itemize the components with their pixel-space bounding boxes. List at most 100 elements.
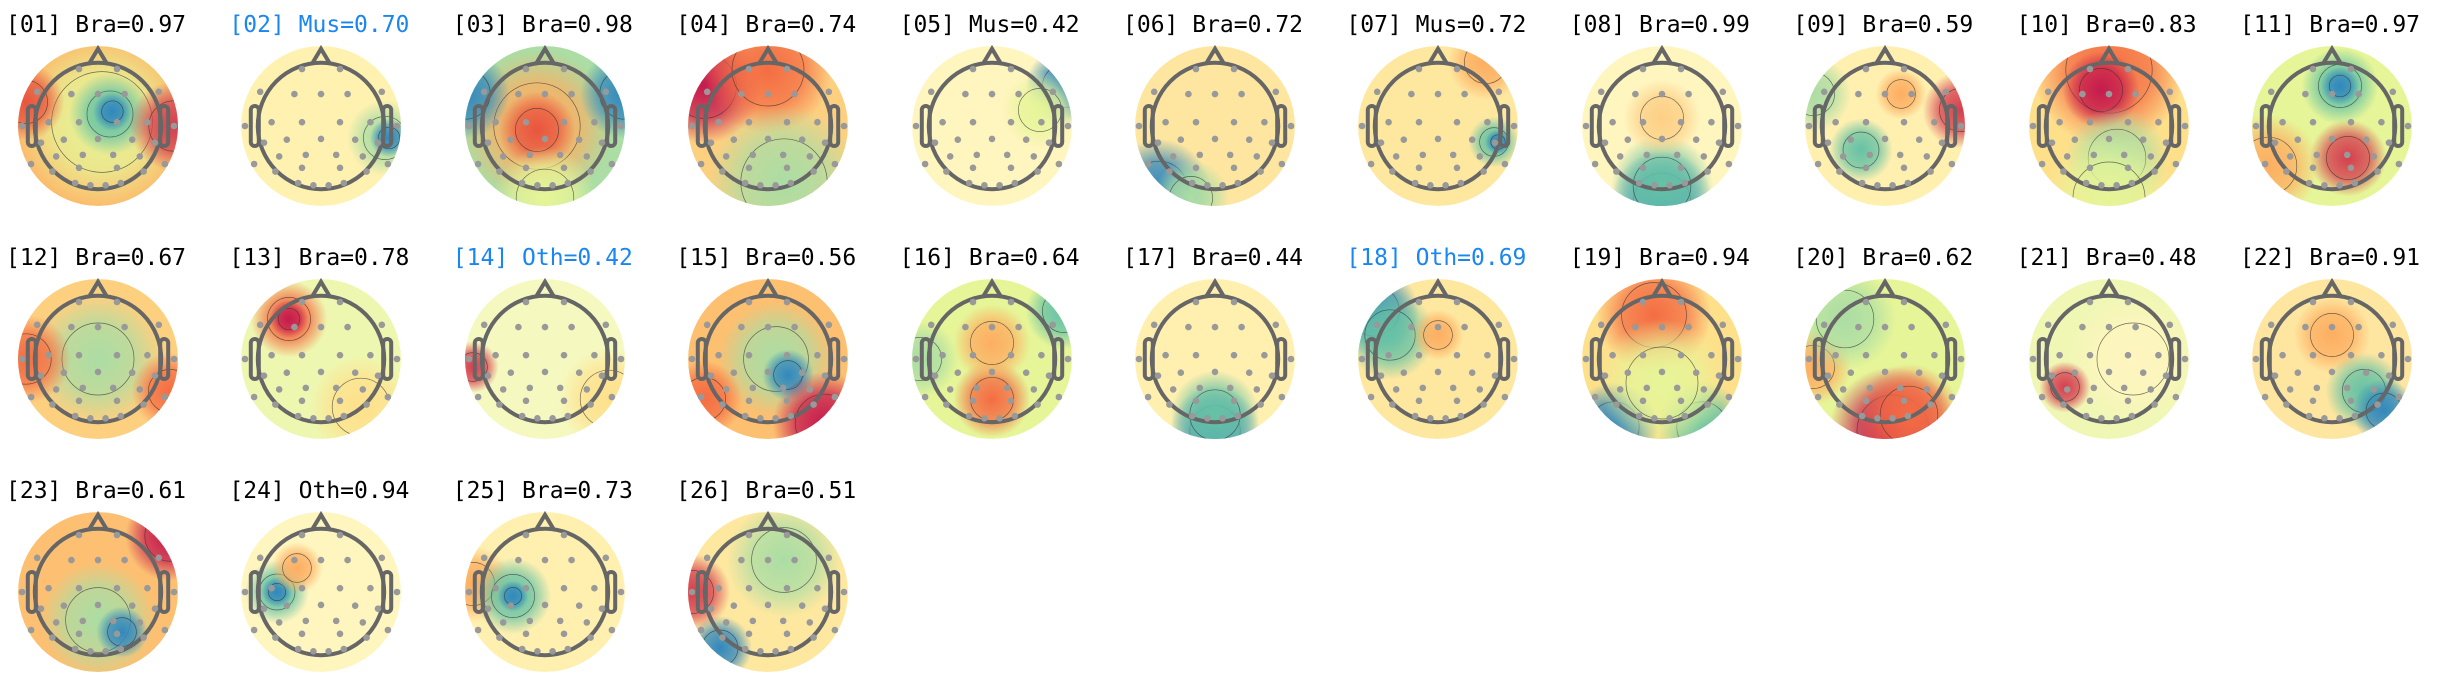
electrode-dot: [352, 136, 359, 143]
electrode-dot: [791, 323, 799, 331]
nose-icon: [310, 277, 333, 298]
electrode-dot: [2309, 118, 2317, 126]
electrode-dot: [1014, 323, 1022, 331]
component-9[interactable]: [09] Bra=0.59: [1793, 4, 2016, 234]
component-1[interactable]: [01] Bra=0.97: [6, 4, 229, 234]
component-13[interactable]: [13] Bra=0.78: [229, 237, 452, 467]
electrode-dot: [2336, 414, 2343, 422]
electrode-dot: [526, 617, 533, 625]
electrode-dot: [1238, 90, 1245, 98]
electrode-dot: [2059, 168, 2067, 175]
electrode-dot: [1454, 118, 1461, 126]
electrode-dot: [507, 136, 514, 143]
electrode-dot: [825, 88, 833, 96]
component-17[interactable]: [17] Bra=0.44: [1123, 237, 1346, 467]
component-20[interactable]: [20] Bra=0.62: [1793, 237, 2016, 467]
electrode-dot: [2086, 351, 2093, 359]
component-4[interactable]: [04] Bra=0.74: [676, 4, 899, 234]
electrode-dot: [1192, 118, 1200, 126]
topomap: [2028, 277, 2189, 439]
electrode-dot: [1416, 65, 1423, 73]
component-11[interactable]: [11] Bra=0.97: [2240, 4, 2438, 234]
electrode-dot: [1287, 122, 1295, 130]
electrode-dot: [1616, 386, 1624, 393]
electrode-dot: [1454, 397, 1461, 405]
electrode-dot: [564, 179, 571, 187]
electrode-dot: [698, 393, 705, 401]
electrode-dot: [1862, 298, 1870, 306]
component-23[interactable]: [23] Bra=0.61: [6, 470, 229, 700]
electrode-dot: [568, 323, 575, 331]
electrode-dot: [745, 164, 753, 172]
component-5[interactable]: [05] Mus=0.42: [900, 4, 1123, 234]
electrode-dot: [1908, 90, 1916, 98]
component-3[interactable]: [03] Bra=0.98: [453, 4, 676, 234]
component-21[interactable]: [21] Bra=0.48: [2017, 237, 2240, 467]
electrode-dot: [988, 90, 995, 98]
right-ear: [1721, 104, 1734, 148]
electrode-dot: [1900, 118, 1908, 126]
electrode-dot: [560, 65, 568, 73]
electrode-dot: [1219, 414, 1226, 422]
component-24[interactable]: [24] Oth=0.94: [229, 470, 452, 700]
electrode-dot: [2351, 179, 2359, 187]
electrode-dot: [810, 168, 818, 175]
electrode-dot: [1454, 164, 1461, 172]
component-8[interactable]: [08] Bra=0.99: [1570, 4, 1793, 234]
electrode-dot: [1230, 164, 1238, 172]
component-15[interactable]: [15] Bra=0.56: [676, 237, 899, 467]
electrode-dot: [1480, 401, 1488, 408]
electrode-dot: [946, 153, 954, 160]
electrode-dot: [27, 626, 35, 634]
electrode-dot: [310, 414, 318, 422]
electrode-dot: [2389, 321, 2397, 329]
electrode-dot: [155, 88, 163, 96]
electrode-dot: [772, 181, 780, 189]
electrode-dot: [113, 397, 121, 405]
electrode-dot: [109, 151, 117, 159]
component-2[interactable]: [02] Mus=0.70: [229, 4, 452, 234]
electrode-dot: [2059, 401, 2067, 408]
component-22[interactable]: [22] Bra=0.91: [2240, 237, 2438, 467]
electrode-dot: [2395, 393, 2403, 401]
component-10[interactable]: [10] Bra=0.83: [2017, 4, 2240, 234]
component-18[interactable]: [18] Oth=0.69: [1346, 237, 1569, 467]
electrode-dot: [1393, 153, 1400, 160]
nose-icon: [87, 510, 109, 531]
electrode-dot: [257, 321, 264, 329]
component-16[interactable]: [16] Bra=0.64: [900, 237, 1123, 467]
electrode-dot: [1192, 351, 1200, 359]
electrode-dot: [1011, 412, 1018, 420]
nose-icon: [534, 44, 556, 65]
component-26[interactable]: [26] Bra=0.51: [676, 470, 899, 700]
electrode-dot: [698, 626, 705, 634]
electrode-dot: [2309, 298, 2317, 306]
electrode-dot: [757, 181, 764, 189]
activation-spot: [34, 295, 162, 423]
nose-icon: [757, 510, 779, 531]
electrode-dot: [291, 90, 299, 98]
electrode-dot: [337, 164, 344, 172]
electrode-dot: [707, 139, 715, 147]
component-14[interactable]: [14] Oth=0.42: [453, 237, 676, 467]
electrode-dot: [564, 412, 571, 420]
electrode-dot: [507, 369, 514, 376]
component-19[interactable]: [19] Bra=0.94: [1570, 237, 1793, 467]
component-7[interactable]: [07] Mus=0.72: [1346, 4, 1569, 234]
electrode-dot: [938, 351, 946, 359]
component-12[interactable]: [12] Bra=0.67: [6, 237, 229, 467]
electrode-dot: [337, 630, 344, 638]
electrode-dot: [541, 135, 549, 143]
electrode-dot: [325, 414, 333, 422]
electrode-dot: [2286, 153, 2294, 160]
electrode-dot: [318, 368, 325, 376]
electrode-dot: [507, 602, 514, 609]
component-25[interactable]: [25] Bra=0.73: [453, 470, 676, 700]
component-6[interactable]: [06] Bra=0.72: [1123, 4, 1346, 234]
electrode-dot: [1836, 401, 1843, 408]
electrode-dot: [2124, 118, 2131, 126]
electrode-dot: [363, 401, 371, 408]
component-label: [09] Bra=0.59: [1793, 12, 1974, 38]
electrode-dot: [2105, 135, 2112, 143]
electrode-dot: [94, 368, 102, 376]
